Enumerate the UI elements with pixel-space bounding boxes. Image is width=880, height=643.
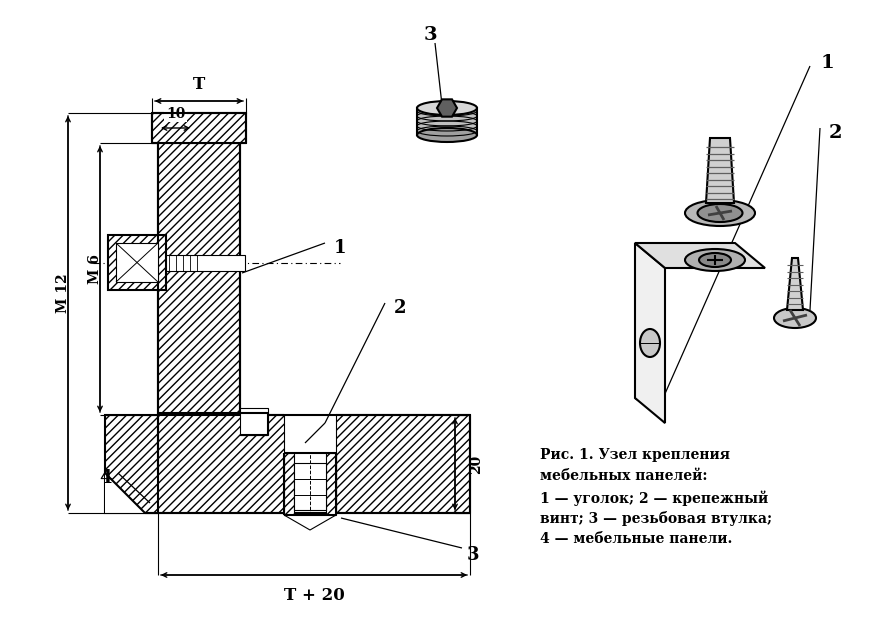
Text: М 6: М 6 bbox=[88, 254, 102, 284]
Bar bbox=[105, 415, 470, 513]
Polygon shape bbox=[635, 243, 665, 423]
Bar bbox=[326, 453, 336, 515]
Text: 10: 10 bbox=[165, 107, 185, 121]
Text: 1 — уголок; 2 — крепежный: 1 — уголок; 2 — крепежный bbox=[540, 490, 768, 505]
Text: 3: 3 bbox=[423, 26, 436, 44]
Bar bbox=[294, 463, 326, 510]
Polygon shape bbox=[706, 138, 734, 203]
Bar bbox=[116, 243, 158, 282]
Text: винт; 3 — резьбовая втулка;: винт; 3 — резьбовая втулка; bbox=[540, 511, 772, 526]
Text: 1: 1 bbox=[334, 239, 346, 257]
Text: 1: 1 bbox=[820, 54, 834, 72]
Text: Т: Т bbox=[193, 76, 205, 93]
Bar bbox=[152, 113, 246, 143]
Bar bbox=[166, 255, 245, 271]
Ellipse shape bbox=[417, 101, 477, 115]
Bar bbox=[108, 235, 166, 290]
Polygon shape bbox=[787, 258, 803, 310]
Ellipse shape bbox=[698, 204, 743, 222]
Ellipse shape bbox=[774, 308, 816, 328]
Ellipse shape bbox=[699, 253, 731, 267]
Ellipse shape bbox=[685, 249, 745, 271]
Polygon shape bbox=[284, 515, 336, 530]
Bar bbox=[284, 410, 336, 513]
Polygon shape bbox=[635, 243, 765, 268]
Ellipse shape bbox=[685, 200, 755, 226]
Text: М 12: М 12 bbox=[56, 273, 70, 312]
Text: 4: 4 bbox=[99, 469, 111, 487]
Bar bbox=[240, 408, 268, 435]
Ellipse shape bbox=[640, 329, 660, 357]
Text: Рис. 1. Узел крепления: Рис. 1. Узел крепления bbox=[540, 448, 730, 462]
Text: 2: 2 bbox=[828, 124, 842, 142]
Polygon shape bbox=[417, 108, 477, 135]
Text: 4 — мебельные панели.: 4 — мебельные панели. bbox=[540, 532, 732, 546]
Text: Т + 20: Т + 20 bbox=[283, 587, 344, 604]
Text: мебельных панелей:: мебельных панелей: bbox=[540, 469, 708, 483]
Text: 2: 2 bbox=[393, 299, 407, 317]
Polygon shape bbox=[105, 473, 145, 513]
Ellipse shape bbox=[417, 128, 477, 142]
Text: 3: 3 bbox=[466, 546, 480, 564]
Bar bbox=[284, 453, 294, 515]
Bar bbox=[158, 143, 240, 413]
Text: 20: 20 bbox=[469, 455, 483, 474]
